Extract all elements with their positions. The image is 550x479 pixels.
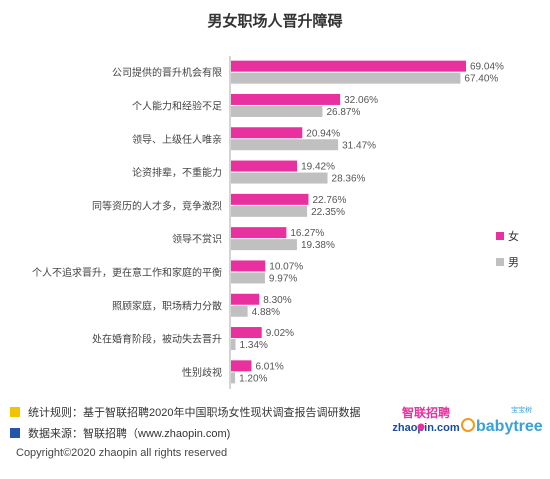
value-label: 10.07% [269, 261, 303, 272]
value-label: 22.76% [312, 195, 346, 206]
bar-female [231, 360, 252, 372]
bar-male [231, 372, 236, 384]
legend: 女男 [496, 229, 519, 269]
legend-label-female: 女 [508, 229, 519, 243]
zhaopin-dot-icon [417, 423, 425, 431]
bar-female [231, 160, 298, 172]
category-label: 公司提供的晋升机会有限 [112, 66, 222, 79]
value-label: 4.88% [252, 307, 280, 318]
value-label: 69.04% [470, 62, 504, 73]
footer-source: 数据来源：智联招聘（www.zhaopin.com) [10, 425, 230, 441]
value-label: 20.94% [306, 128, 340, 139]
bar-female [231, 93, 341, 105]
babytree-logo: 宝宝树 babytree [461, 405, 542, 435]
value-label: 9.97% [269, 273, 297, 284]
category-label: 个人能力和经验不足 [132, 99, 222, 112]
bar-female [231, 327, 262, 339]
bar-male [231, 205, 308, 217]
bars-layer: 公司提供的晋升机会有限 69.04%67.40% 个人能力和经验不足 32.06%26… [32, 60, 504, 384]
chart-title: 男女职场人晋升障碍 [207, 12, 342, 30]
bar-male [231, 172, 328, 184]
value-label: 16.27% [290, 228, 324, 239]
category-label: 处在婚育阶段，被动失去晋升 [92, 333, 222, 346]
bar-male [231, 105, 323, 117]
bar-male [231, 139, 339, 151]
bar-male [231, 339, 236, 351]
bar-male [231, 305, 248, 317]
bar-female [231, 293, 260, 305]
value-label: 1.34% [240, 340, 268, 351]
value-label: 67.40% [464, 74, 498, 85]
category-label: 个人不追求晋升，更在意工作和家庭的平衡 [32, 266, 222, 279]
footer-rule: 统计规则：基于智联招聘2020年中国职场女性现状调查报告调研数据 [10, 404, 360, 420]
footer-source-text: 数据来源：智联招聘（www.zhaopin.com) [28, 428, 231, 440]
category-label: 照顾家庭，职场精力分散 [112, 299, 222, 312]
babytree-logo-main: babytree [476, 418, 542, 435]
value-label: 6.01% [255, 361, 283, 372]
value-label: 31.47% [342, 140, 376, 151]
legend-swatch-male [496, 258, 504, 266]
value-label: 32.06% [344, 95, 378, 106]
category-label: 性别歧视 [182, 366, 222, 379]
logos: 智联招聘 zhaopin.com 宝宝树 babytree [392, 405, 542, 435]
value-label: 22.35% [311, 207, 345, 218]
source-square-icon [10, 428, 20, 438]
value-label: 26.87% [326, 107, 360, 118]
value-label: 19.42% [301, 162, 335, 173]
bar-female [231, 127, 303, 139]
bar-male [231, 272, 265, 284]
copyright-text: Copyright©2020 zhaopin all rights reserv… [16, 447, 228, 459]
value-label: 19.38% [301, 240, 335, 251]
category-label: 领导不赏识 [172, 233, 222, 246]
babytree-face-icon [461, 418, 475, 432]
zhaopin-logo-bottom: zhaopin.com [392, 422, 459, 434]
value-label: 28.36% [332, 174, 366, 185]
category-label: 论资排辈，不重能力 [132, 166, 222, 179]
zhaopin-logo-top: 智联招聘 [401, 405, 450, 420]
bar-male [231, 239, 297, 251]
value-label: 1.20% [239, 373, 267, 384]
babytree-logo-small: 宝宝树 [511, 405, 532, 414]
category-label: 领导、上级任人唯亲 [132, 133, 222, 146]
bar-male [231, 72, 461, 84]
legend-swatch-female [496, 232, 504, 240]
footer-rule-text: 统计规则：基于智联招聘2020年中国职场女性现状调查报告调研数据 [28, 407, 361, 419]
value-label: 8.30% [263, 295, 291, 306]
legend-label-male: 男 [508, 257, 519, 269]
rule-square-icon [10, 407, 20, 417]
bar-female [231, 193, 309, 205]
footer-copyright: Copyright©2020 zhaopin all rights reserv… [16, 447, 227, 459]
bar-female [231, 260, 266, 272]
category-label: 同等资历的人才多，竞争激烈 [92, 199, 222, 212]
value-label: 9.02% [266, 328, 294, 339]
bar-female [231, 227, 287, 239]
bar-female [231, 60, 466, 72]
zhaopin-logo: 智联招聘 zhaopin.com [392, 405, 459, 434]
